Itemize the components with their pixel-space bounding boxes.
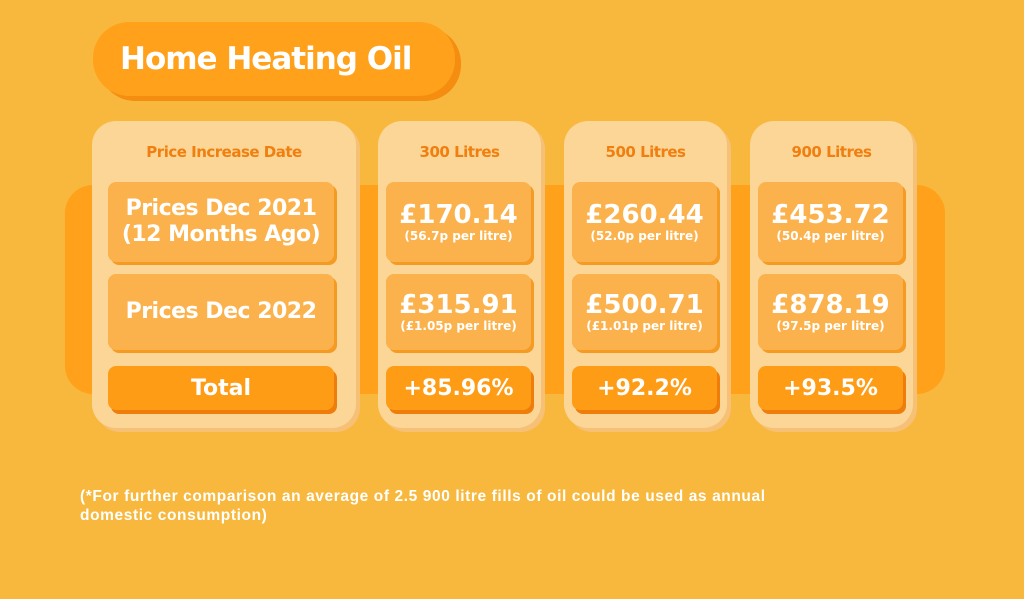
- title-banner: Home Heating Oil: [93, 22, 461, 101]
- price-value: £878.19: [771, 290, 890, 320]
- total-300: +85.96%: [386, 366, 531, 410]
- per-litre-value: (56.7p per litre): [404, 229, 513, 243]
- price-value: £170.14: [399, 200, 518, 230]
- row-label-dec-2021: Prices Dec 2021 (12 Months Ago): [108, 182, 334, 262]
- price-value: £453.72: [771, 200, 890, 230]
- row-label-dec-2022: Prices Dec 2022: [108, 274, 334, 350]
- row-label-line1: Prices Dec 2021: [125, 196, 317, 221]
- footnote: (*For further comparison an average of 2…: [80, 488, 766, 524]
- price-900-2021: £453.72 (50.4p per litre): [758, 182, 903, 262]
- price-500-2022: £500.71 (£1.01p per litre): [572, 274, 717, 350]
- price-value: £315.91: [399, 290, 518, 320]
- row-label-line2: (12 Months Ago): [121, 222, 321, 247]
- column-header-900: 900 Litres: [791, 143, 872, 161]
- per-litre-value: (£1.01p per litre): [586, 319, 703, 333]
- total-label: Total: [108, 366, 334, 410]
- price-500-2021: £260.44 (52.0p per litre): [572, 182, 717, 262]
- per-litre-value: (97.5p per litre): [776, 319, 885, 333]
- per-litre-value: (50.4p per litre): [776, 229, 885, 243]
- per-litre-value: (£1.05p per litre): [400, 319, 517, 333]
- price-value: £500.71: [585, 290, 704, 320]
- row-label-line1: Prices Dec 2022: [125, 299, 317, 324]
- price-value: £260.44: [585, 200, 704, 230]
- column-header-500: 500 Litres: [605, 143, 686, 161]
- price-900-2022: £878.19 (97.5p per litre): [758, 274, 903, 350]
- column-header-date: Price Increase Date: [146, 143, 302, 161]
- price-300-2021: £170.14 (56.7p per litre): [386, 182, 531, 262]
- page-title: Home Heating Oil: [93, 22, 455, 96]
- total-900: +93.5%: [758, 366, 903, 410]
- total-500: +92.2%: [572, 366, 717, 410]
- price-300-2022: £315.91 (£1.05p per litre): [386, 274, 531, 350]
- per-litre-value: (52.0p per litre): [590, 229, 699, 243]
- column-header-300: 300 Litres: [419, 143, 500, 161]
